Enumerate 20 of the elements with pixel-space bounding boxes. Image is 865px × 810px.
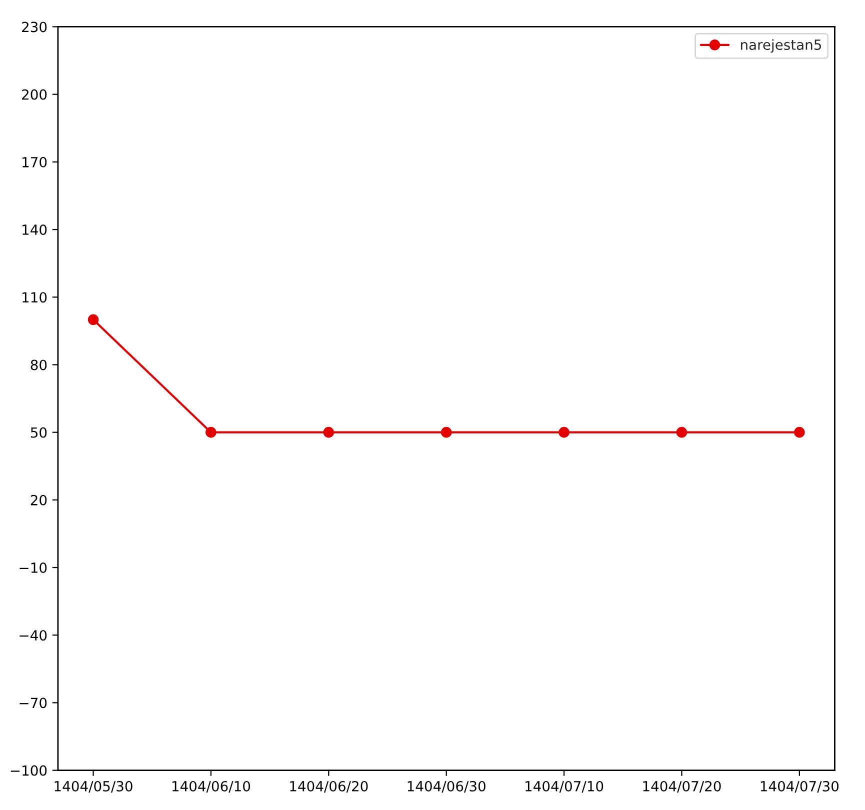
x-tick-label: 1404/06/30: [408, 780, 486, 793]
y-tick-label: −100: [10, 765, 47, 776]
y-tick-label: 200: [22, 89, 47, 100]
legend-label: narejestan5: [740, 39, 822, 53]
x-tick-label: 1404/06/20: [290, 780, 368, 793]
x-tick-label: 1404/07/20: [643, 780, 721, 793]
y-tick-label: 80: [30, 360, 47, 370]
y-tick-label: 230: [22, 22, 47, 32]
y-tick-label: −10: [20, 562, 47, 573]
y-tick-label: 170: [22, 156, 47, 168]
x-tick-label: 1404/06/10: [172, 780, 250, 793]
x-tick-label: 1404/07/30: [760, 780, 839, 793]
y-tick-label: −70: [20, 698, 47, 708]
y-tick-label: 50: [30, 427, 47, 438]
x-tick-label: 1404/05/30: [54, 780, 132, 793]
y-tick-label: −40: [20, 630, 47, 641]
x-tick-label: 1404/07/10: [526, 780, 604, 793]
y-tick-label: 110: [22, 292, 47, 303]
y-tick-label: 140: [22, 224, 47, 235]
y-tick-label: 20: [30, 494, 47, 506]
